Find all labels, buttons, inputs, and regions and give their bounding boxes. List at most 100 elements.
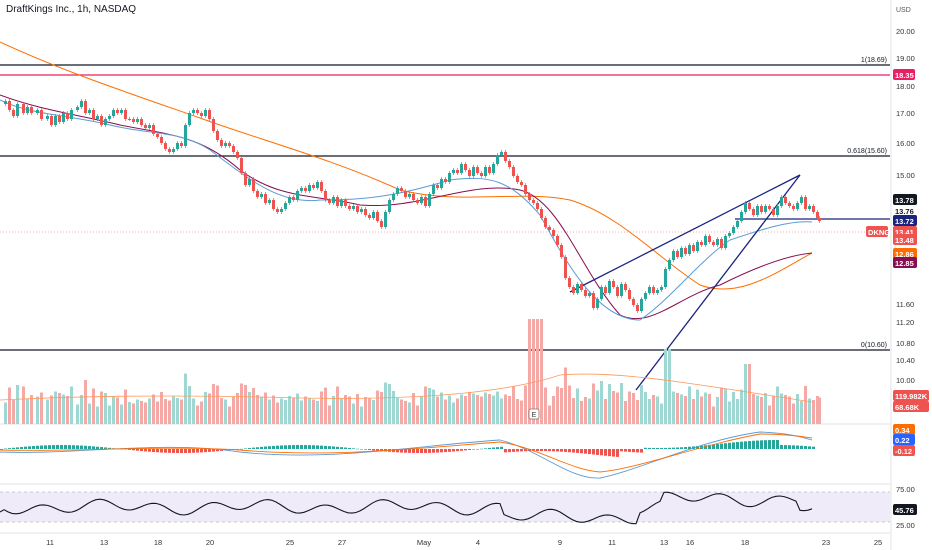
- volume-bar: [22, 386, 25, 424]
- fib-label: 1(18.69): [861, 57, 887, 64]
- macd-histogram-bar: [240, 448, 243, 450]
- earnings-marker-box: [528, 408, 540, 420]
- volume-bar: [508, 396, 511, 424]
- macd-histogram-bar: [464, 449, 467, 451]
- macd-histogram-bar: [504, 449, 507, 453]
- volume-bar: [556, 386, 559, 424]
- volume-bar: [256, 395, 259, 424]
- candle: [704, 236, 707, 245]
- candle: [4, 101, 7, 104]
- macd-histogram-bar: [328, 446, 331, 449]
- volume-bar: [232, 397, 235, 424]
- macd-histogram-bar: [8, 448, 11, 449]
- macd-histogram-bar: [156, 449, 159, 453]
- candle: [588, 293, 591, 296]
- volume-bar: [536, 319, 539, 424]
- candle: [692, 245, 695, 251]
- macd-histogram-bar: [496, 447, 499, 449]
- y-tick-label: 10.00: [896, 376, 915, 385]
- candle: [228, 143, 231, 146]
- candle: [800, 197, 803, 203]
- candle: [128, 119, 131, 120]
- macd-histogram-bar: [660, 447, 663, 449]
- volume-badge-bg: [893, 390, 929, 401]
- candle: [272, 200, 275, 209]
- candle: [796, 203, 799, 209]
- candle: [172, 149, 175, 152]
- candle: [292, 197, 295, 200]
- macd-histogram-bar: [108, 447, 111, 449]
- macd-histogram-bar: [292, 445, 295, 449]
- macd-histogram-bar: [512, 449, 515, 452]
- candle: [712, 242, 715, 245]
- candle: [200, 113, 203, 116]
- macd-histogram-bar: [564, 449, 567, 452]
- y-tick-label: 15.00: [896, 171, 915, 180]
- currency-label: USD: [896, 7, 911, 14]
- macd-histogram-bar: [532, 449, 535, 452]
- macd-histogram-bar: [344, 447, 347, 449]
- macd-histogram-bar: [436, 449, 439, 453]
- volume-bar: [224, 399, 227, 424]
- candle: [464, 164, 467, 170]
- x-tick-label: 20: [206, 538, 214, 547]
- candle: [80, 101, 83, 107]
- volume-bar: [472, 393, 475, 424]
- volume-bar: [812, 400, 815, 424]
- volume-bar: [700, 396, 703, 424]
- volume-bar: [808, 398, 811, 424]
- candle: [596, 299, 599, 308]
- volume-bar: [788, 396, 791, 424]
- volume-bar: [332, 396, 335, 424]
- candle: [22, 104, 25, 113]
- candle: [216, 131, 219, 140]
- volume-bar: [66, 396, 69, 424]
- candle: [612, 281, 615, 287]
- candle: [756, 206, 759, 215]
- candle: [520, 182, 523, 185]
- candle: [728, 233, 731, 236]
- candle: [264, 194, 267, 203]
- volume-bar: [548, 405, 551, 424]
- candle: [180, 143, 183, 146]
- y-tick-label: 20.00: [896, 27, 915, 36]
- macd-histogram-bar: [628, 449, 631, 452]
- candle: [232, 146, 235, 152]
- macd-histogram-bar: [716, 444, 719, 449]
- macd-histogram-bar: [756, 440, 759, 449]
- candle: [184, 125, 187, 146]
- volume-bar: [344, 395, 347, 424]
- volume-bar: [216, 385, 219, 424]
- macd-histogram-bar: [796, 445, 799, 449]
- candle: [160, 137, 163, 143]
- macd-histogram-bar: [368, 449, 371, 451]
- macd-histogram-bar: [648, 447, 651, 449]
- macd-histogram-bar: [548, 449, 551, 452]
- candle: [248, 179, 251, 185]
- volume-bar: [108, 405, 111, 424]
- macd-histogram-bar: [140, 449, 143, 452]
- volume-bar: [412, 393, 415, 424]
- volume-bar: [212, 384, 215, 424]
- macd-histogram-bar: [472, 449, 475, 450]
- candle: [548, 227, 551, 230]
- y-tick-label: 10.80: [896, 339, 915, 348]
- volume-bar: [128, 402, 131, 424]
- volume-bar: [144, 402, 147, 424]
- macd-histogram-bar: [340, 447, 343, 449]
- volume-bar: [132, 403, 135, 424]
- candle: [576, 284, 579, 293]
- candle: [818, 218, 821, 221]
- price-badge: 13.72: [895, 217, 914, 226]
- macd-histogram-bar: [36, 445, 39, 449]
- volume-bar: [404, 401, 407, 424]
- candle: [720, 239, 723, 248]
- candle: [116, 110, 119, 113]
- macd-histogram-bar: [272, 445, 275, 449]
- macd-histogram-bar: [520, 449, 523, 452]
- volume-bar: [272, 395, 275, 424]
- volume-bar: [324, 387, 327, 424]
- price-badge-bg: [893, 234, 917, 245]
- volume-bar: [376, 390, 379, 424]
